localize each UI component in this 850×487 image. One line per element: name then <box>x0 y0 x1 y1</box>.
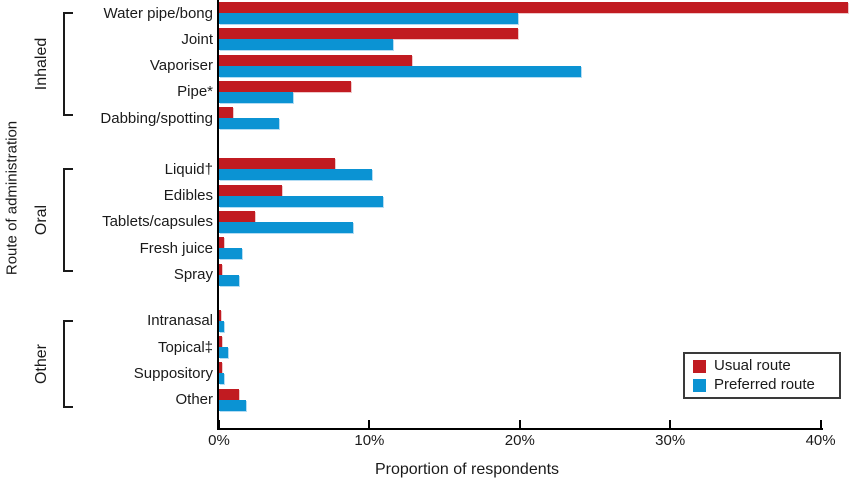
bar-preferred-spray <box>219 274 239 286</box>
group-bracket-top-arm-inhaled <box>63 12 73 14</box>
x-tick-label-40: 40% <box>805 432 836 449</box>
bar-usual-topical <box>219 336 222 347</box>
legend-label-usual-route: Usual route <box>714 357 791 374</box>
x-tick-10 <box>368 420 371 428</box>
legend-label-preferred-route: Preferred route <box>714 376 815 393</box>
bar-usual-tablets-capsules <box>219 210 256 222</box>
bar-preferred-vaporiser <box>219 65 582 77</box>
category-label-liquid: Liquid† <box>164 160 213 178</box>
bar-usual-spray <box>219 263 222 275</box>
x-tick-label-0: 0% <box>208 432 230 449</box>
bar-preferred-dabbing-spotting <box>219 118 280 130</box>
category-label-spray: Spray <box>173 266 213 283</box>
category-label-fresh-juice: Fresh juice <box>139 239 213 257</box>
x-tick-30 <box>669 420 672 428</box>
bar-preferred-edibles <box>219 195 383 207</box>
bar-usual-other <box>219 388 239 400</box>
group-label-inhaled: Inhaled <box>33 37 50 91</box>
group-bracket-top-arm-oral <box>63 168 73 170</box>
bar-usual-vaporiser <box>219 54 412 66</box>
bar-usual-liquid <box>219 158 335 170</box>
x-axis-title: Proportion of respondents <box>374 461 560 478</box>
category-label-other: Other <box>175 391 213 409</box>
bar-preferred-tablets-capsules <box>219 221 353 233</box>
bar-preferred-intranasal <box>219 320 224 332</box>
bar-preferred-liquid <box>219 169 373 181</box>
group-bracket-other <box>63 320 65 408</box>
category-label-topical: Topical‡ <box>157 338 213 356</box>
y-axis-line <box>217 0 219 430</box>
group-label-oral: Oral <box>33 204 50 236</box>
group-bracket-bottom-arm-inhaled <box>63 114 73 116</box>
category-label-dabbing-spotting: Dabbing/spotting <box>100 109 213 127</box>
category-label-vaporiser: Vaporiser <box>149 57 213 75</box>
bar-usual-fresh-juice <box>219 237 224 249</box>
category-label-edibles: Edibles <box>163 187 213 205</box>
category-label-pipe: Pipe* <box>177 83 213 101</box>
bar-usual-joint <box>219 28 519 40</box>
x-tick-20 <box>518 420 521 428</box>
category-label-suppository: Suppository <box>133 364 213 382</box>
bar-usual-intranasal <box>219 309 221 321</box>
group-bracket-bottom-arm-oral <box>63 270 73 272</box>
x-tick-0 <box>218 420 220 428</box>
x-tick-label-30: 30% <box>655 432 686 449</box>
bar-preferred-water-pipe-bong <box>219 13 519 24</box>
x-axis-line <box>217 428 823 430</box>
x-tick-label-20: 20% <box>504 432 535 449</box>
bar-preferred-suppository <box>219 373 224 385</box>
preferred-route-swatch <box>693 378 706 392</box>
group-bracket-bottom-arm-other <box>63 406 73 408</box>
group-bracket-oral <box>63 168 65 272</box>
bar-usual-dabbing-spotting <box>219 107 233 119</box>
bar-usual-pipe <box>219 80 352 92</box>
x-tick-label-10: 10% <box>354 432 385 449</box>
category-label-tablets-capsules: Tablets/capsules <box>102 213 213 231</box>
legend: Usual route Preferred route <box>683 352 841 399</box>
usual-route-swatch <box>693 359 706 373</box>
bar-usual-edibles <box>219 184 283 196</box>
category-label-joint: Joint <box>181 30 213 48</box>
bar-preferred-other <box>219 399 247 411</box>
category-label-water-pipe-bong: Water pipe/bong <box>103 4 213 22</box>
bar-usual-water-pipe-bong <box>219 2 848 13</box>
bar-preferred-fresh-juice <box>219 248 242 260</box>
bar-preferred-joint <box>219 39 394 51</box>
bar-preferred-topical <box>219 347 229 358</box>
category-label-intranasal: Intranasal <box>147 312 213 330</box>
bar-preferred-pipe <box>219 91 293 103</box>
group-label-other: Other <box>33 343 50 385</box>
group-bracket-inhaled <box>63 12 65 116</box>
group-bracket-top-arm-other <box>63 320 73 322</box>
x-tick-40 <box>819 420 822 428</box>
legend-item-usual-route: Usual route <box>693 358 839 374</box>
bar-usual-suppository <box>219 362 222 374</box>
legend-item-preferred-route: Preferred route <box>693 377 839 393</box>
